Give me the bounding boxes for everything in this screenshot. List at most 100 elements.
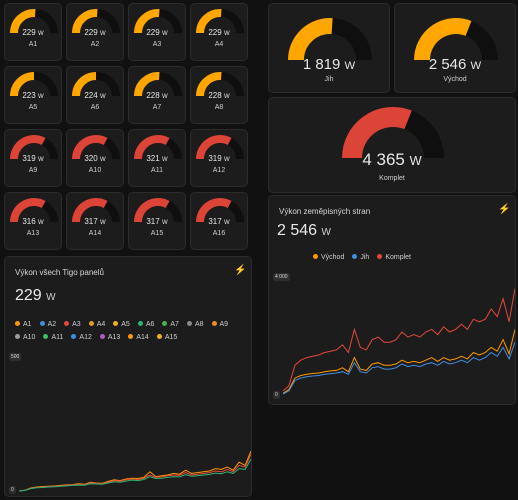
gauge-fill bbox=[196, 198, 232, 223]
chart-legend: Východ Jih Komplet bbox=[313, 253, 513, 261]
legend-item-a9[interactable]: A9 bbox=[211, 318, 229, 331]
panel-gauge-card-a5[interactable]: 223 W A5 bbox=[4, 66, 62, 124]
legend-dot-icon bbox=[39, 320, 45, 326]
legend-item-komplet[interactable]: Komplet bbox=[377, 253, 411, 261]
gauge-fill bbox=[10, 72, 35, 97]
chart-legend: A1 A2 A3 A4 A5 A6 A7 A8 A9 A10 A11 A12 A13 A14 A15 bbox=[15, 318, 251, 344]
chart-plot-tigo[interactable] bbox=[19, 377, 252, 493]
legend-dot-icon bbox=[352, 253, 358, 259]
gauge-arc bbox=[10, 135, 58, 160]
gauge-fill bbox=[196, 72, 222, 97]
legend-item-a15[interactable]: A15 bbox=[156, 331, 178, 344]
gauge-arc bbox=[196, 198, 244, 223]
legend-item-a1[interactable]: A1 bbox=[15, 318, 32, 331]
panel-gauge-card-a12[interactable]: 319 W A12 bbox=[190, 129, 248, 187]
gauge-fill bbox=[10, 9, 36, 34]
legend-item-a12[interactable]: A12 bbox=[71, 331, 92, 344]
legend-dot-icon bbox=[156, 333, 162, 339]
gauge-fill bbox=[196, 135, 232, 160]
legend-label: A6 bbox=[145, 321, 155, 328]
legend-dot-icon bbox=[15, 333, 20, 339]
legend-label: A9 bbox=[219, 321, 229, 328]
gauge-value: 316 W bbox=[22, 217, 44, 226]
panel-gauge-card-a11[interactable]: 321 W A11 bbox=[128, 129, 186, 187]
panel-gauge-card-a3[interactable]: 229 W A3 bbox=[128, 3, 186, 61]
gauge-value: 229 W bbox=[146, 28, 168, 37]
legend-label: A8 bbox=[194, 321, 204, 328]
legend-dot-icon bbox=[71, 333, 77, 339]
panel-gauge-card-a1[interactable]: 229 W A1 bbox=[4, 3, 62, 61]
gauge-fill bbox=[72, 9, 98, 34]
gauge-label: A5 bbox=[28, 104, 38, 111]
legend-item-a13[interactable]: A13 bbox=[99, 331, 120, 344]
gauge-label: A16 bbox=[212, 230, 226, 237]
lightning-bolt-icon[interactable]: ⚡ bbox=[234, 265, 247, 276]
gauge-arc bbox=[10, 198, 58, 223]
chart-plot-directions[interactable] bbox=[283, 266, 516, 398]
panel-gauge-card-a8[interactable]: 228 W A8 bbox=[190, 66, 248, 124]
legend-dot-icon bbox=[43, 333, 49, 339]
legend-item-a10[interactable]: A10 bbox=[15, 331, 35, 344]
gauge-jih bbox=[288, 18, 372, 61]
series-line-a6 bbox=[19, 458, 251, 492]
legend-label: A2 bbox=[47, 321, 57, 328]
y-axis-zero-chip: 0 bbox=[273, 391, 280, 399]
chart-card-tigo: Výkon všech Tigo panelů ⚡ 229 W A1 A2 A3 A4… bbox=[4, 256, 252, 497]
legend-label: A4 bbox=[96, 321, 106, 328]
legend-dot-icon bbox=[186, 320, 192, 326]
panel-gauge-card-a6[interactable]: 224 W A6 bbox=[66, 66, 124, 124]
legend-item-a8[interactable]: A8 bbox=[186, 318, 204, 331]
legend-label: A1 bbox=[23, 321, 32, 328]
legend-dot-icon bbox=[377, 253, 383, 259]
gauge-value: 228 W bbox=[146, 91, 168, 100]
legend-item-východ[interactable]: Východ bbox=[313, 253, 344, 261]
panel-gauge-card-a15[interactable]: 317 W A15 bbox=[128, 192, 186, 250]
panel-gauge-card-a9[interactable]: 319 W A9 bbox=[4, 129, 62, 187]
gauge-value: 229 W bbox=[84, 28, 106, 37]
legend-item-a3[interactable]: A3 bbox=[64, 318, 81, 331]
legend-item-a2[interactable]: A2 bbox=[39, 318, 57, 331]
gauge-label: A12 bbox=[212, 167, 226, 174]
lightning-bolt-icon[interactable]: ⚡ bbox=[498, 204, 511, 215]
panel-gauge-card-a10[interactable]: 320 W A10 bbox=[66, 129, 124, 187]
gauge-fill bbox=[72, 198, 108, 223]
panel-gauge-card-a4[interactable]: 229 W A4 bbox=[190, 3, 248, 61]
panel-gauge-card-a2[interactable]: 229 W A2 bbox=[66, 3, 124, 61]
gauge-value: 321 W bbox=[146, 154, 168, 163]
legend-dot-icon bbox=[313, 253, 318, 259]
legend-dot-icon bbox=[137, 320, 143, 326]
chart-current-value: 2 546 W bbox=[277, 222, 331, 239]
gauge-value: 317 W bbox=[208, 217, 230, 226]
legend-item-a4[interactable]: A4 bbox=[88, 318, 106, 331]
gauge-label: A9 bbox=[28, 167, 38, 174]
legend-item-a14[interactable]: A14 bbox=[128, 331, 149, 344]
gauge-card-jih[interactable]: 1 819 W Jih bbox=[268, 3, 390, 93]
legend-item-a11[interactable]: A11 bbox=[43, 331, 63, 344]
gauge-arc bbox=[134, 135, 182, 160]
legend-item-a6[interactable]: A6 bbox=[137, 318, 155, 331]
gauge-fill bbox=[72, 135, 108, 160]
legend-item-jih[interactable]: Jih bbox=[352, 253, 369, 261]
panel-gauge-card-a13[interactable]: 316 W A13 bbox=[4, 192, 62, 250]
legend-label: A15 bbox=[164, 334, 178, 341]
gauge-fill bbox=[134, 135, 170, 160]
legend-item-a5[interactable]: A5 bbox=[113, 318, 130, 331]
gauge-label: A14 bbox=[88, 230, 102, 237]
gauge-value: 4 365 W bbox=[362, 150, 422, 169]
gauge-label: A10 bbox=[88, 167, 102, 174]
gauge-label: Východ bbox=[443, 76, 467, 83]
gauge-label: A6 bbox=[90, 104, 100, 111]
gauge-arc bbox=[72, 135, 120, 160]
panel-gauge-card-a7[interactable]: 228 W A7 bbox=[128, 66, 186, 124]
legend-item-a7[interactable]: A7 bbox=[162, 318, 179, 331]
gauge-card-komplet[interactable]: 4 365 W Komplet bbox=[268, 97, 516, 193]
gauge-label: A11 bbox=[151, 167, 163, 174]
gauge-arc bbox=[196, 135, 244, 160]
gauge-label: A13 bbox=[26, 230, 40, 237]
panel-gauge-card-a16[interactable]: 317 W A16 bbox=[190, 192, 248, 250]
gauge-arc bbox=[134, 198, 182, 223]
gauge-card-vychod[interactable]: 2 546 W Východ bbox=[394, 3, 516, 93]
gauge-fill bbox=[134, 198, 170, 223]
y-axis-zero-chip: 0 bbox=[9, 486, 16, 494]
panel-gauge-card-a14[interactable]: 317 W A14 bbox=[66, 192, 124, 250]
